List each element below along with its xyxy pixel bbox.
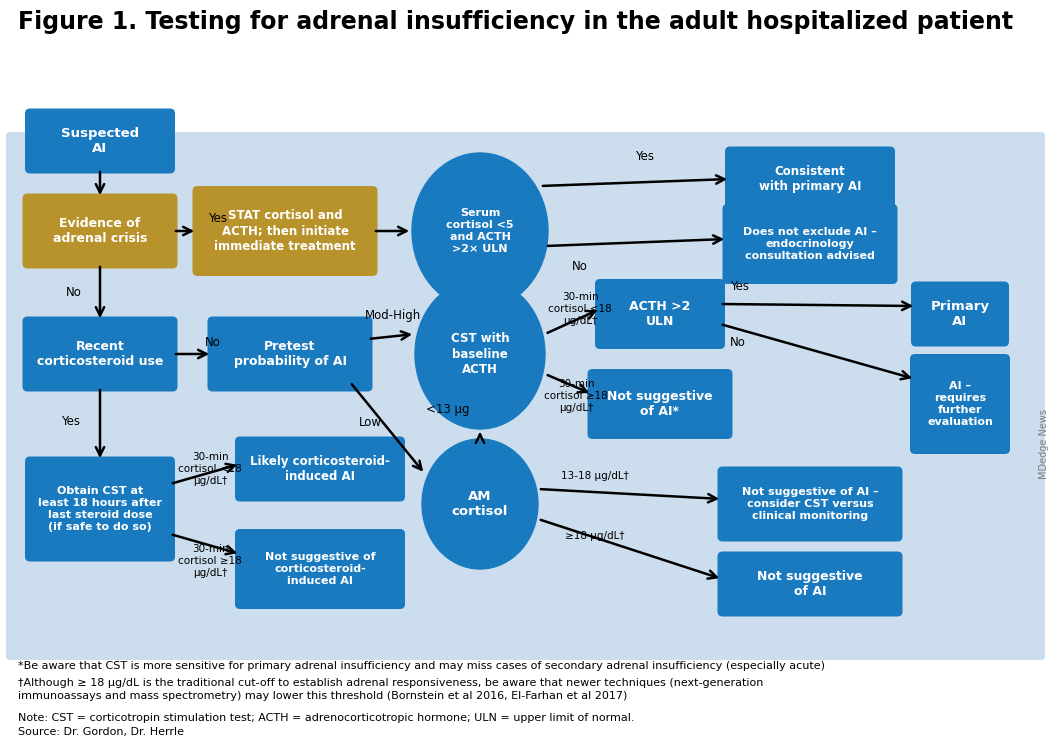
FancyBboxPatch shape — [717, 466, 903, 542]
Text: Serum
cortisol <5
and ACTH
>2× ULN: Serum cortisol <5 and ACTH >2× ULN — [447, 208, 514, 254]
FancyBboxPatch shape — [6, 132, 1045, 660]
Text: Not suggestive of AI –
consider CST versus
clinical monitoring: Not suggestive of AI – consider CST vers… — [741, 487, 879, 521]
Text: No: No — [730, 336, 746, 348]
FancyBboxPatch shape — [235, 437, 406, 501]
Text: Note: CST = corticotropin stimulation test; ACTH = adrenocorticotropic hormone; : Note: CST = corticotropin stimulation te… — [18, 713, 635, 723]
Ellipse shape — [412, 153, 548, 309]
FancyBboxPatch shape — [235, 529, 406, 609]
FancyBboxPatch shape — [595, 279, 725, 349]
FancyBboxPatch shape — [725, 147, 895, 211]
Text: CST with
baseline
ACTH: CST with baseline ACTH — [451, 332, 509, 376]
Text: Yes: Yes — [208, 213, 227, 225]
Text: Not suggestive
of AI*: Not suggestive of AI* — [607, 390, 713, 418]
Text: Likely corticosteroid-
induced AI: Likely corticosteroid- induced AI — [250, 455, 390, 484]
Text: MDedge News: MDedge News — [1039, 409, 1049, 479]
Text: †Although ≥ 18 μg/dL is the traditional cut-off to establish adrenal responsiven: †Although ≥ 18 μg/dL is the traditional … — [18, 678, 763, 701]
Text: Yes: Yes — [636, 150, 655, 162]
FancyBboxPatch shape — [25, 109, 175, 173]
Text: AI –
requires
further
evaluation: AI – requires further evaluation — [927, 381, 993, 427]
Text: Not suggestive
of AI: Not suggestive of AI — [757, 570, 863, 598]
FancyBboxPatch shape — [910, 354, 1010, 454]
Text: AM
cortisol: AM cortisol — [452, 490, 508, 519]
FancyBboxPatch shape — [587, 369, 733, 439]
Text: 30-min
cortisol <18
μg/dL†: 30-min cortisol <18 μg/dL† — [548, 292, 611, 326]
Text: Yes: Yes — [731, 280, 750, 292]
Text: Pretest
probability of AI: Pretest probability of AI — [233, 340, 346, 368]
FancyBboxPatch shape — [207, 316, 373, 391]
Text: 30-min
cortisol ≥18
μg/dL†: 30-min cortisol ≥18 μg/dL† — [178, 545, 242, 577]
FancyBboxPatch shape — [717, 551, 903, 617]
Text: No: No — [205, 336, 221, 348]
Text: ≥18 μg/dL†: ≥18 μg/dL† — [565, 531, 625, 541]
Text: 13-18 μg/dL†: 13-18 μg/dL† — [561, 471, 629, 481]
Text: Suspected
AI: Suspected AI — [61, 126, 139, 155]
Ellipse shape — [422, 439, 538, 569]
Text: *Be aware that CST is more sensitive for primary adrenal insufficiency and may m: *Be aware that CST is more sensitive for… — [18, 661, 825, 671]
Text: 30-min
cortisol <18
μg/dL†: 30-min cortisol <18 μg/dL† — [178, 452, 242, 486]
Text: 30-min
cortisol ≥18
μg/dL†: 30-min cortisol ≥18 μg/dL† — [544, 379, 608, 413]
Text: Mod-High: Mod-High — [364, 310, 420, 322]
FancyBboxPatch shape — [22, 193, 177, 269]
Text: Consistent
with primary AI: Consistent with primary AI — [759, 164, 862, 193]
FancyBboxPatch shape — [25, 457, 175, 562]
Text: No: No — [67, 286, 82, 299]
Text: ACTH >2
ULN: ACTH >2 ULN — [629, 300, 691, 328]
Text: Obtain CST at
least 18 hours after
last steroid dose
(if safe to do so): Obtain CST at least 18 hours after last … — [38, 486, 162, 532]
Text: Low: Low — [358, 415, 381, 429]
Text: Does not exclude AI –
endocrinology
consultation advised: Does not exclude AI – endocrinology cons… — [743, 227, 876, 261]
Text: No: No — [572, 260, 588, 272]
Text: Yes: Yes — [61, 415, 80, 428]
Text: <13 μg: <13 μg — [427, 403, 470, 415]
Text: Primary
AI: Primary AI — [930, 300, 989, 328]
FancyBboxPatch shape — [911, 281, 1008, 347]
FancyBboxPatch shape — [722, 204, 898, 284]
Text: Evidence of
adrenal crisis: Evidence of adrenal crisis — [53, 217, 147, 246]
Text: Not suggestive of
corticosteroid-
induced AI: Not suggestive of corticosteroid- induce… — [265, 552, 375, 586]
FancyBboxPatch shape — [22, 316, 177, 391]
Text: Recent
corticosteroid use: Recent corticosteroid use — [37, 340, 164, 368]
Ellipse shape — [415, 279, 545, 429]
Text: Figure 1. Testing for adrenal insufficiency in the adult hospitalized patient: Figure 1. Testing for adrenal insufficie… — [18, 10, 1013, 34]
Text: STAT cortisol and
ACTH; then initiate
immediate treatment: STAT cortisol and ACTH; then initiate im… — [214, 209, 356, 253]
Text: Source: Dr. Gordon, Dr. Herrle: Source: Dr. Gordon, Dr. Herrle — [18, 727, 184, 737]
FancyBboxPatch shape — [192, 186, 377, 276]
